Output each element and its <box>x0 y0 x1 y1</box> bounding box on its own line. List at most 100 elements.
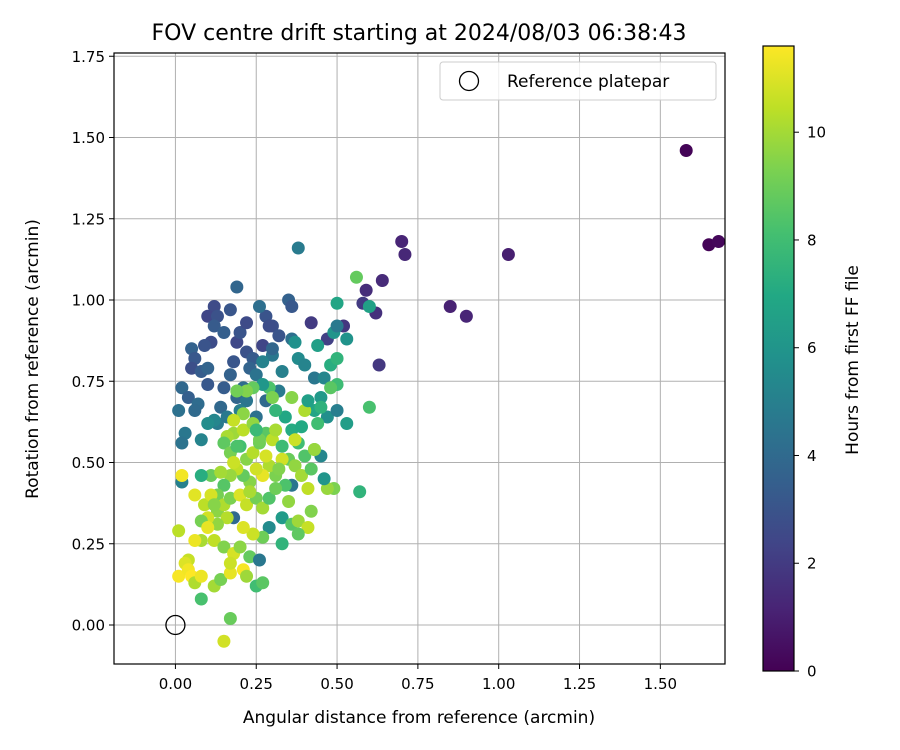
data-point <box>275 439 289 453</box>
data-point <box>262 491 276 505</box>
data-point <box>288 433 302 447</box>
y-tick-label: 1.25 <box>72 210 105 228</box>
data-point <box>178 426 192 440</box>
data-point <box>275 452 289 466</box>
data-point <box>217 326 231 339</box>
data-point <box>330 296 344 310</box>
colorbar-tick-label: 8 <box>807 231 817 249</box>
data-point <box>243 485 257 499</box>
data-point <box>217 540 231 554</box>
data-point <box>288 459 302 473</box>
data-point <box>172 524 186 538</box>
data-point <box>240 394 254 408</box>
data-point <box>227 413 241 427</box>
data-point <box>362 300 376 313</box>
data-point <box>262 521 276 534</box>
data-point <box>278 410 292 424</box>
data-point <box>395 235 409 248</box>
data-point <box>198 339 212 352</box>
data-point <box>217 436 231 450</box>
data-point <box>311 339 325 352</box>
data-point <box>194 569 208 583</box>
data-point <box>201 361 215 375</box>
colorbar-gradient <box>762 45 795 672</box>
data-point <box>240 316 254 330</box>
data-point <box>210 309 224 323</box>
data-point <box>256 355 270 369</box>
data-point <box>201 521 215 534</box>
data-point <box>359 283 373 297</box>
data-point <box>227 456 241 469</box>
x-tick-label: 0.75 <box>401 675 434 693</box>
data-point <box>362 400 376 414</box>
data-point <box>198 498 212 512</box>
data-point <box>259 449 273 463</box>
data-point <box>233 326 247 339</box>
data-point <box>236 423 250 437</box>
data-point <box>252 553 266 567</box>
x-axis-ticks: 0.00 0.25 0.50 0.75 1.00 1.25 1.50 <box>159 664 677 693</box>
data-point <box>265 391 279 404</box>
x-tick-label: 0.25 <box>240 675 273 693</box>
data-point <box>252 300 266 313</box>
data-point <box>204 488 218 502</box>
data-point <box>291 527 305 541</box>
data-point <box>679 144 693 157</box>
data-point <box>295 420 309 434</box>
data-point <box>233 540 247 554</box>
data-point <box>330 404 344 417</box>
reference-point <box>165 614 186 636</box>
y-tick-label: 0.50 <box>72 454 105 472</box>
data-point <box>172 404 186 417</box>
data-point <box>214 400 228 414</box>
data-point <box>230 335 244 349</box>
data-point <box>349 270 363 284</box>
data-point <box>223 566 237 580</box>
data-point <box>201 378 215 391</box>
colorbar-tick-label: 6 <box>807 339 817 357</box>
data-point <box>194 592 208 606</box>
colorbar-tick-label: 10 <box>807 124 826 142</box>
data-point <box>188 352 202 365</box>
data-point <box>314 391 328 404</box>
y-axis-label: Rotation from reference (arcmin) <box>23 219 43 499</box>
chart-title: FOV centre drift starting at 2024/08/03 … <box>152 21 687 46</box>
data-point <box>194 433 208 447</box>
data-point <box>220 511 234 525</box>
data-point <box>372 358 386 372</box>
data-point <box>298 449 312 463</box>
data-point <box>256 501 270 515</box>
data-point <box>282 495 296 508</box>
data-point <box>340 332 354 346</box>
data-point <box>236 521 250 534</box>
data-point <box>201 309 215 323</box>
data-point <box>443 300 457 313</box>
data-point <box>252 433 266 447</box>
y-tick-label: 0.25 <box>72 535 105 553</box>
data-point <box>256 576 270 590</box>
data-point <box>285 300 299 313</box>
colorbar: 0 2 4 6 8 10 Hours from first FF file <box>762 45 863 681</box>
data-point <box>317 371 331 385</box>
data-point <box>353 485 367 499</box>
data-point <box>314 400 328 414</box>
data-point <box>249 423 263 437</box>
data-point <box>320 482 334 495</box>
data-point <box>207 300 221 313</box>
data-point <box>320 410 334 424</box>
colorbar-tick-label: 0 <box>807 663 817 681</box>
legend-label: Reference platepar <box>507 72 669 92</box>
data-point <box>398 248 412 261</box>
data-point <box>246 527 260 541</box>
data-point <box>246 446 260 460</box>
data-point <box>269 482 283 495</box>
data-point <box>230 280 244 294</box>
data-point <box>249 462 263 476</box>
data-point <box>288 335 302 349</box>
x-tick-label: 0.50 <box>320 675 353 693</box>
data-point <box>240 384 254 398</box>
data-point <box>223 556 237 570</box>
data-point <box>304 316 318 330</box>
legend: Reference platepar <box>439 61 717 101</box>
colorbar-label: Hours from first FF file <box>843 265 863 455</box>
